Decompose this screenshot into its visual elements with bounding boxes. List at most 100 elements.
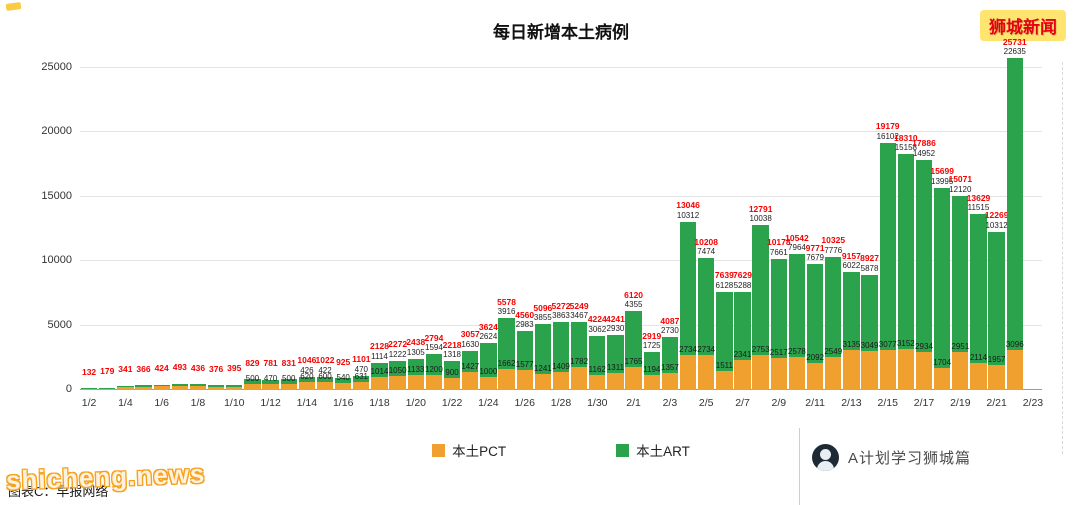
pct-segment	[280, 383, 297, 390]
x-axis-label: 1/22	[441, 397, 463, 409]
pct-value-label: 3152	[896, 339, 915, 349]
bar-2/8: 12791 10038 2753	[749, 55, 772, 390]
pct-segment	[99, 388, 116, 390]
art-value-label: 3467	[570, 311, 589, 321]
chart-legend: 本土PCT 本土ART	[80, 440, 1042, 460]
pct-value-label: 620	[300, 372, 314, 382]
bar-1/24: 3624 2624 1000	[479, 55, 498, 390]
pct-segment	[734, 359, 751, 390]
bar-2/14: 8927 5878 3049	[860, 55, 879, 390]
pct-value-label: 1133	[407, 365, 425, 375]
bar-2/11: 9771 7679 2092	[806, 55, 825, 390]
bar-1/10: 395	[226, 55, 243, 390]
pct-segment	[570, 367, 588, 390]
art-value-label: 12120	[949, 184, 972, 194]
total-label: 12791	[748, 203, 773, 214]
footer-account: A计划学习狮城篇	[812, 444, 971, 471]
bar-1/23: 3057 1630 1427	[460, 55, 480, 390]
total-label: 2218	[442, 339, 462, 350]
art-segment	[843, 272, 860, 350]
pct-segment	[770, 357, 787, 390]
total-label: 1101	[352, 354, 371, 365]
art-value-label: 1630	[461, 339, 480, 349]
art-segment	[335, 378, 352, 384]
art-segment	[462, 350, 479, 372]
bar-1/3: 179	[99, 55, 116, 390]
footer-divider	[799, 428, 800, 505]
art-segment	[153, 384, 170, 387]
bar-1/21: 2794 1594 1200	[424, 55, 443, 390]
pct-segment	[988, 364, 1005, 390]
pct-value-label: 2734	[679, 344, 697, 354]
bar-1/27: 5096 3855 1241	[533, 55, 552, 390]
bar-1/8: 436	[189, 55, 207, 390]
pct-segment	[443, 378, 461, 390]
total-label: 3057	[460, 329, 480, 340]
bar-1/14: 1046 426 620	[297, 55, 316, 390]
art-segment	[171, 383, 188, 386]
bar-2/6: 7639 6128 1511	[715, 55, 734, 390]
x-axis-label: 2/9	[771, 397, 787, 409]
art-value-label: 7964	[788, 243, 806, 253]
bar-1/4: 341	[117, 55, 134, 390]
art-value-label: 10038	[749, 214, 772, 224]
x-axis-label: 1/28	[550, 397, 572, 409]
total-label: 10325	[821, 235, 846, 246]
art-value-label: 1725	[642, 341, 661, 351]
pct-segment	[462, 371, 479, 390]
y-axis-label: 10000	[41, 254, 72, 267]
total-label: 179	[100, 366, 115, 377]
art-value-label: 1305	[406, 347, 425, 357]
art-segment	[698, 258, 715, 355]
art-segment	[716, 291, 733, 371]
art-segment	[316, 376, 334, 383]
pct-value-label: 900	[445, 368, 459, 378]
art-value-label: 3863	[552, 311, 570, 321]
bar-1/30: 4224 3062 1162	[587, 55, 607, 390]
art-value-label: 5878	[860, 263, 879, 273]
art-segment	[625, 311, 642, 368]
pct-value-label: 2092	[806, 353, 824, 363]
chart-title: 每日新增本土病例	[493, 23, 629, 42]
pct-segment	[752, 354, 769, 390]
art-segment	[207, 385, 225, 387]
pct-value-label: 3135	[842, 339, 861, 349]
bar-1/18: 2128 1114 1014	[370, 55, 389, 390]
y-axis-label: 0	[65, 383, 72, 395]
pct-segment	[679, 354, 697, 390]
pct-segment	[788, 356, 806, 390]
total-label: 10178	[766, 237, 791, 248]
bar-1/15: 1022 422 600	[316, 55, 334, 390]
art-segment	[607, 335, 624, 374]
total-label: 366	[136, 363, 151, 374]
pct-value-label: 1200	[425, 364, 443, 374]
total-label: 13629	[966, 192, 991, 203]
pct-segment	[353, 381, 370, 390]
art-value-label: 6128	[715, 280, 734, 290]
pct-segment	[698, 354, 715, 390]
total-label: 2438	[406, 337, 426, 348]
art-value-label: 426	[300, 365, 314, 375]
bar-2/7: 7629 5288 2341	[733, 55, 752, 390]
pct-value-label: 1162	[588, 365, 606, 375]
art-segment	[443, 361, 461, 379]
pct-segment	[516, 369, 533, 390]
pct-value-label: 500	[282, 373, 296, 383]
art-value-label: 7776	[824, 245, 843, 255]
pct-value-label: 2951	[951, 341, 970, 351]
bar-1/12: 781 470	[262, 55, 279, 390]
total-label: 4224	[587, 314, 607, 325]
pct-segment	[171, 385, 188, 390]
art-value-label: 3916	[497, 307, 516, 317]
pct-segment	[226, 386, 243, 390]
art-segment	[661, 337, 679, 373]
account-name: A计划学习狮城篇	[848, 450, 972, 467]
art-segment	[897, 154, 915, 350]
bar-2/1: 6120 4355 1765	[624, 55, 643, 390]
pct-segment	[806, 363, 824, 390]
pct-segment	[625, 367, 642, 390]
pct-value-label: 470	[263, 373, 278, 383]
art-segment	[262, 379, 279, 384]
bar-1/26: 4560 2983 1577	[515, 55, 534, 390]
pct-value-label: 3049	[860, 340, 879, 350]
